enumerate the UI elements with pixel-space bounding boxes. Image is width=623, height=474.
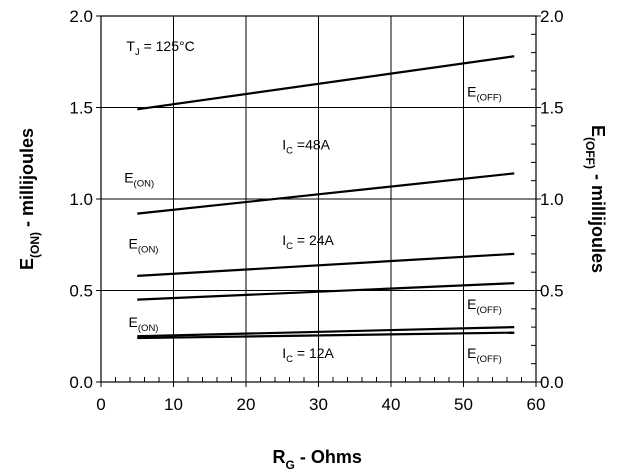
series-line-6	[137, 331, 515, 340]
y-right-tick-label: 1.0	[540, 190, 564, 209]
series-line-1	[137, 55, 515, 111]
annotation-label: E(ON)	[124, 170, 154, 190]
x-tick-label: 0	[96, 395, 105, 414]
y-right-title-group: E(OFF) - millijoules	[583, 125, 608, 273]
y-right-tick-label: 0.0	[540, 373, 564, 392]
x-tick-label: 20	[237, 395, 256, 414]
y-right-tick-label: 2.0	[540, 7, 564, 26]
series-line-2	[137, 172, 515, 215]
y-left-tick-label: 1.5	[69, 99, 93, 118]
y-right-tick-label: 1.5	[540, 99, 564, 118]
annotation-label: E(OFF)	[467, 296, 502, 316]
x-tick-label: 10	[164, 395, 183, 414]
plot-frame	[100, 15, 537, 383]
annotation-label: IC = 24A	[282, 232, 334, 252]
x-axis-title: RG - Ohms	[273, 447, 362, 472]
y-right-axis-title: E(OFF) - millijoules	[583, 125, 608, 273]
x-tick-label: 40	[382, 395, 401, 414]
annotation-label: TJ = 125°C	[126, 38, 194, 58]
y-left-tick-label: 0.0	[69, 373, 93, 392]
annotation-label: IC = 12A	[282, 345, 334, 365]
x-tick-label: 50	[454, 395, 473, 414]
y-right-tick-label: 0.5	[540, 282, 564, 301]
y-left-tick-label: 1.0	[69, 190, 93, 209]
series-line-4	[137, 282, 515, 301]
y-left-title-group: E(ON) - millijoules	[17, 128, 42, 270]
annotation-label: E(ON)	[129, 235, 159, 255]
y-left-tick-label: 2.0	[69, 7, 93, 26]
annotation-label: IC =48A	[282, 137, 330, 157]
x-tick-label: 30	[309, 395, 328, 414]
series-line-5	[137, 326, 515, 338]
annotation-label: E(ON)	[129, 314, 159, 334]
y-left-axis-title: E(ON) - millijoules	[17, 128, 42, 270]
series-line-3	[137, 252, 515, 277]
annotation-label: E(OFF)	[467, 345, 502, 365]
y-left-tick-label: 0.5	[69, 282, 93, 301]
x-tick-label: 60	[527, 395, 546, 414]
annotation-label: E(OFF)	[467, 84, 502, 104]
